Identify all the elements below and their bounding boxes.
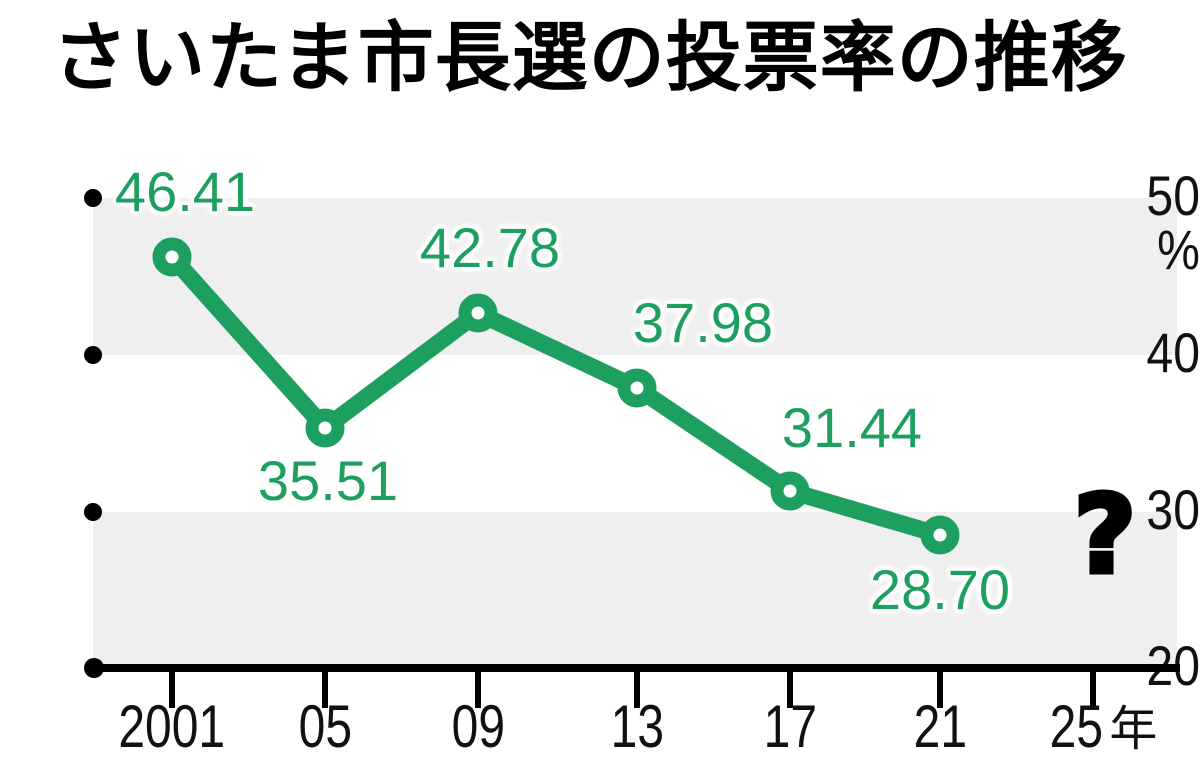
y-axis-unit-label: % — [1157, 218, 1200, 281]
x-axis-label-25: 25 年 — [1000, 694, 1200, 764]
x-axis-label-05-text: 05 — [298, 693, 352, 760]
y-tick-dot-40 — [84, 346, 102, 364]
data-point-marker — [920, 515, 960, 555]
plot-band-20-30 — [93, 512, 1177, 668]
value-label-09: 42.78 — [419, 216, 561, 279]
x-axis-label-05: 05 — [225, 694, 425, 760]
data-point-marker — [152, 237, 192, 277]
x-tick-2001 — [169, 672, 175, 708]
data-point-marker — [305, 408, 345, 448]
x-tick-09 — [475, 672, 481, 708]
x-axis-label-17-text: 17 — [763, 693, 817, 760]
x-axis-label-21: 21 — [840, 694, 1040, 760]
x-tick-21 — [937, 672, 943, 708]
value-label-2001: 46.41 — [114, 160, 256, 223]
question-mark-icon: ? — [1071, 473, 1139, 598]
x-axis-line — [93, 664, 1180, 672]
x-axis-label-17: 17 — [690, 694, 890, 760]
value-label-13: 37.98 — [632, 291, 774, 354]
data-point-marker — [617, 368, 657, 408]
x-axis-label-09-text: 09 — [451, 693, 505, 760]
x-axis-label-13-text: 13 — [610, 693, 664, 760]
plot-band-40-50 — [93, 198, 1177, 355]
y-axis-label-30: 30 — [1146, 478, 1200, 541]
x-axis-unit-label: 年 — [1109, 701, 1158, 757]
page-title: さいたま市長選の投票率の推移 — [52, 13, 1128, 102]
x-tick-13 — [634, 672, 640, 708]
x-tick-25 — [1090, 672, 1096, 708]
x-axis-label-09: 09 — [378, 694, 578, 760]
y-tick-dot-50 — [84, 189, 102, 207]
x-axis-label-25-text: 25 — [1049, 693, 1103, 760]
x-axis-label-2001-text: 2001 — [118, 693, 226, 760]
x-axis-label-13: 13 — [537, 694, 737, 760]
x-tick-17 — [787, 672, 793, 708]
x-axis-label-21-text: 21 — [913, 693, 967, 760]
x-tick-05 — [322, 672, 328, 708]
value-label-17: 31.44 — [781, 396, 923, 459]
y-axis-label-40: 40 — [1146, 321, 1200, 384]
data-point-marker — [458, 293, 498, 333]
value-label-05: 35.51 — [257, 449, 399, 512]
value-label-21: 28.70 — [869, 558, 1011, 621]
series-polyline — [163, 248, 949, 544]
data-point-marker — [770, 471, 810, 511]
x-axis-label-2001: 2001 — [72, 694, 272, 760]
y-axis-label-50: 50 — [1146, 164, 1200, 227]
series-markers — [152, 237, 960, 555]
y-tick-dot-30 — [84, 503, 102, 521]
